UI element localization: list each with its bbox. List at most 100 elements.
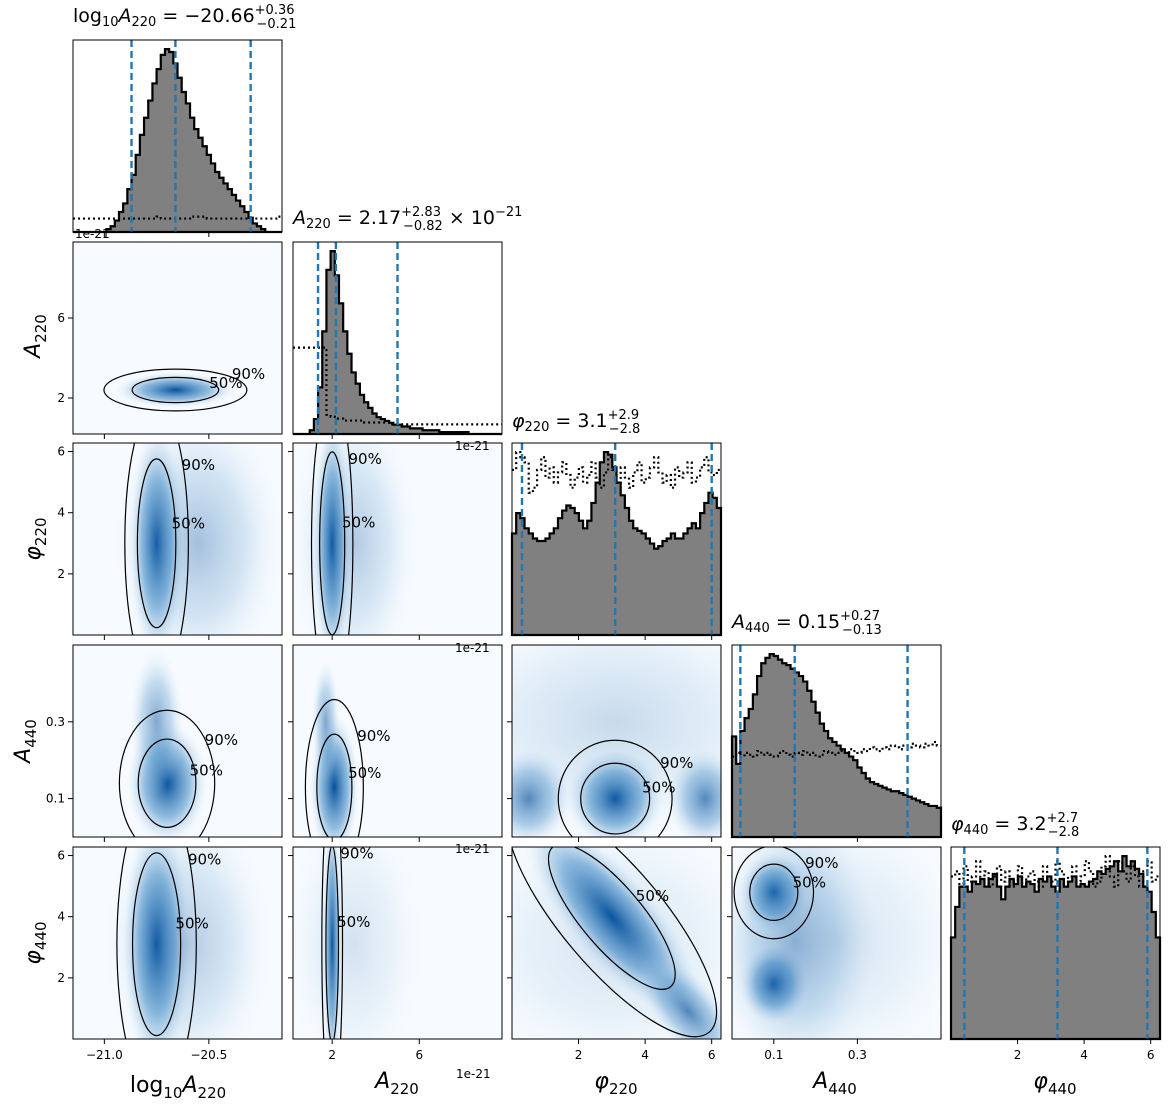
density-blob [512,645,721,837]
density-blob [732,847,941,1039]
axis-label: φ440 [21,921,50,964]
panel-frame [292,846,503,1040]
density-panel: 50%90% [293,443,502,635]
contour-50 [136,458,177,629]
density-panel: 50%90% [512,645,721,837]
contour-label-90: 90% [205,731,238,749]
x-tick-label: 0.3 [848,1048,867,1062]
panel-title: log10A220 = −20.66+0.36 −0.21 [73,3,296,32]
axis-label: A220 [373,1069,419,1098]
contour-label-50: 50% [172,515,205,533]
y-tick-label: 2 [57,567,65,581]
y-tick-label: 6 [57,445,65,459]
contour-90 [304,698,364,837]
y-tick-label: 0.1 [46,792,65,806]
panel-frame [731,644,942,838]
contour-90 [557,739,673,837]
y-tick-label: 0.3 [46,715,65,729]
contour-90 [733,847,815,940]
axis-label: φ220 [594,1069,637,1098]
prior-histogram [293,346,502,426]
contour-label-90: 90% [232,365,265,383]
panel-title: φ440 = 3.2+2.7 −2.8 [951,811,1079,840]
contour-label-50: 50% [348,764,381,782]
panel-frame [72,644,283,838]
y-tick-label: 2 [57,391,65,405]
panel-frame [292,644,503,838]
contour-label-50: 50% [190,762,223,780]
density-panel: 50%90% [73,242,282,434]
contour-label-90: 90% [357,727,390,745]
contour-label-90: 90% [660,754,693,772]
labels: 2 6 2 4 6 0.1 0.3 −21.0 −20.5 2 4 6 2 6 2 4 6 0.1 0.3 2 4 6 lo… [11,3,1155,1102]
contour-90 [321,847,344,1039]
density-panel: 50% 90% [73,443,282,635]
posterior-histogram [949,855,1162,1041]
density-panel: 50%90% [512,847,721,1039]
contour-50 [325,847,340,1039]
offset-text: 1e-21 [455,439,490,453]
x-tick-label: 6 [708,1048,716,1062]
x-tick-label: 6 [415,1048,423,1062]
y-tick-label: 4 [57,506,65,520]
density-blob [104,847,272,1039]
contour-label-50: 50% [337,913,370,931]
panel-frame [511,644,722,838]
prior-histogram [512,451,721,494]
contour-90 [118,709,216,837]
density-blob [114,443,282,635]
density-blob [293,847,424,1039]
prior-histogram [732,740,941,758]
contour-90 [310,443,354,635]
contour-label-90: 90% [188,851,221,869]
panel-frame [511,442,722,636]
x-tick-label: 6 [1147,1048,1155,1062]
contour-50 [131,376,220,404]
offset-text: 1e-21 [75,227,110,241]
axis-label: A440 [811,1069,857,1098]
axis-label: log10A220 [130,1073,226,1102]
density-blob [512,847,721,1039]
prior-histogram [73,215,282,220]
contour-50 [749,863,799,921]
density-panel: 50% 90% [293,645,502,837]
contour-90 [103,368,248,412]
contour-90 [124,443,189,635]
panel-frame [731,846,942,1040]
posterior-histogram [510,451,723,637]
contour-label-50: 50% [209,374,242,392]
contour-label-90: 90% [340,845,373,863]
panels: 50%90%50%90%50%90%50%90%50%90%50%90%50%9… [68,39,1162,1044]
density-panel: 50% 90% [293,845,502,1039]
x-tick-label: 4 [641,1048,649,1062]
x-tick-label: −21.0 [86,1048,123,1062]
y-tick-label: 6 [57,849,65,863]
contour-label-50: 50% [642,778,675,796]
panel-frame [511,846,722,1040]
panel-frame [292,241,503,435]
posterior-histogram [73,48,282,234]
density-panel: 50%90% [732,847,941,1039]
axis-label: A440 [11,719,40,765]
contour-label-50: 50% [793,873,826,891]
panel-frame [72,442,283,636]
posterior-histogram [293,250,502,436]
offset-text: 1e-21 [456,1067,491,1081]
contour-50 [316,733,353,837]
contour-50 [580,762,651,835]
contour-90 [116,847,197,1039]
posterior-histogram [730,653,943,839]
x-tick-label: 2 [328,1048,336,1062]
axis-label: A220 [21,314,50,360]
x-tick-label: −20.5 [190,1048,227,1062]
contour-label-90: 90% [182,456,215,474]
panel-frame [72,241,283,435]
contour-label-90: 90% [805,854,838,872]
density-panel: 50% 90% [73,645,282,837]
contour-50 [137,738,197,829]
contour-label-90: 90% [349,450,382,468]
y-tick-label: 6 [57,311,65,325]
panel-title: A220 = 2.17+2.83 −0.82 × 10−21 [291,205,522,234]
density-panel: 50%90% [73,847,282,1039]
